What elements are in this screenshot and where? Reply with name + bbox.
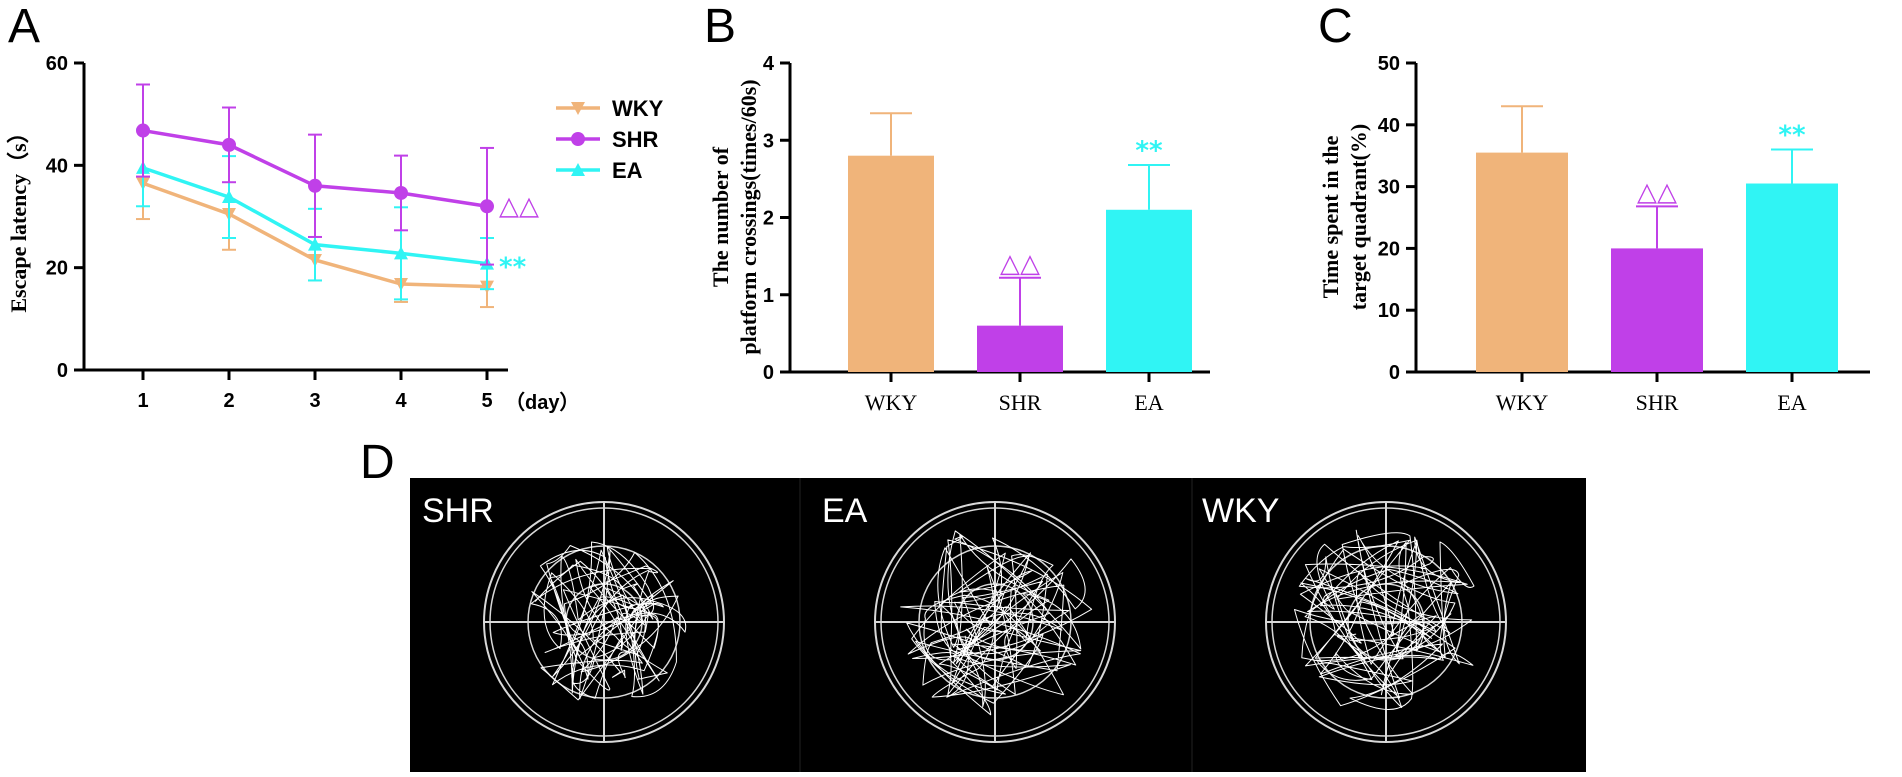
a-shr-annotation: △△	[499, 191, 539, 221]
a-ea-point	[222, 190, 236, 204]
b-y-tick-label: 1	[763, 285, 774, 307]
a-x-tick-label: 2	[223, 390, 234, 412]
c-y-tick-label: 50	[1378, 53, 1400, 75]
a-ea-point	[394, 246, 408, 260]
a-legend-wky-label: WKY	[612, 96, 664, 121]
maze-ea-swim-path	[900, 530, 1093, 716]
b-x-tick-label-wky: WKY	[865, 390, 918, 415]
c-y-axis-label-line2: target quadrant(%)	[1346, 124, 1371, 310]
panel-d-letter: D	[360, 436, 395, 489]
a-y-tick-label: 40	[46, 155, 68, 177]
a-y-tick-label: 60	[46, 53, 68, 75]
panel-d-swim-traces: SHR EA WKY	[410, 478, 1586, 772]
b-bar-wky	[848, 155, 934, 372]
b-x-tick-label-ea: EA	[1134, 390, 1163, 415]
c-x-tick-label-shr: SHR	[1636, 390, 1679, 415]
a-y-axis-label: Escape latency（s）	[6, 121, 31, 312]
traces-background	[410, 478, 1586, 772]
c-y-tick-label: 10	[1378, 300, 1400, 322]
a-shr-point	[308, 178, 322, 193]
c-bar-shr	[1611, 248, 1703, 372]
c-y-tick-label: 0	[1389, 362, 1400, 384]
b-y-axis-label-line1: The number of	[708, 146, 733, 287]
b-shr-annotation: △△	[1000, 249, 1040, 279]
trace-label-ea: EA	[822, 492, 868, 530]
c-y-axis-label-line1: Time spent in the	[1318, 135, 1343, 298]
b-bar-shr	[977, 325, 1063, 372]
a-legend-ea-marker	[571, 163, 585, 176]
maze-wky-swim-path	[1294, 529, 1475, 710]
a-y-tick-label: 0	[57, 360, 68, 382]
panel-a-letter: A	[8, 0, 40, 53]
panel-b-letter: B	[704, 0, 736, 53]
trace-label-shr: SHR	[422, 492, 494, 530]
a-x-axis-label: （day）	[505, 391, 579, 414]
a-y-tick-label: 20	[46, 258, 68, 280]
a-legend-shr-marker	[571, 132, 585, 146]
a-legend-shr-label: SHR	[612, 127, 659, 152]
a-shr-point	[222, 137, 236, 152]
b-bar-ea	[1106, 209, 1192, 372]
b-ea-annotation: **	[1135, 136, 1163, 166]
a-shr-point	[480, 199, 494, 214]
a-shr-point	[136, 123, 150, 138]
panel-c-bar-chart: 0 10 20 30 40 50 WKY SHR △△ EA ** Time spent in t…	[1318, 53, 1870, 415]
a-x-tick-label: 3	[309, 390, 320, 412]
a-ea-point	[308, 237, 322, 251]
c-y-tick-label: 30	[1378, 177, 1400, 199]
a-ea-annotation: **	[499, 253, 527, 283]
c-x-tick-label-wky: WKY	[1496, 390, 1549, 415]
c-y-tick-label: 20	[1378, 238, 1400, 260]
a-shr-point	[394, 185, 408, 200]
b-y-tick-label: 2	[763, 208, 774, 230]
b-y-tick-label: 0	[763, 362, 774, 384]
panel-a-line-chart: 0 20 40 60 1 2 3 4 5 Escape latency（s） （day） WK…	[6, 53, 664, 414]
b-x-tick-label-shr: SHR	[999, 390, 1042, 415]
panel-b-bar-chart: 0 1 2 3 4 WKY SHR △△ EA ** The number of platfor…	[708, 53, 1210, 415]
trace-label-wky: WKY	[1202, 492, 1279, 530]
c-x-tick-label-ea: EA	[1777, 390, 1806, 415]
a-legend-wky-marker	[571, 102, 585, 115]
c-shr-annotation: △△	[1637, 177, 1677, 207]
c-bar-wky	[1476, 152, 1568, 372]
a-x-tick-label: 1	[137, 390, 148, 412]
c-ea-annotation: **	[1778, 121, 1806, 151]
a-legend: WKY SHR EA	[556, 96, 664, 183]
a-legend-ea-label: EA	[612, 158, 643, 183]
c-y-tick-label: 40	[1378, 115, 1400, 137]
b-y-tick-label: 3	[763, 130, 774, 152]
a-x-tick-label: 5	[481, 390, 492, 412]
a-x-tick-label: 4	[395, 390, 407, 412]
b-y-axis-label-line2: platform crossings(times/60s)	[736, 79, 761, 354]
c-bar-ea	[1746, 183, 1838, 372]
b-y-tick-label: 4	[763, 53, 775, 75]
maze-shr-swim-path	[530, 541, 687, 701]
panel-c-letter: C	[1318, 0, 1353, 53]
